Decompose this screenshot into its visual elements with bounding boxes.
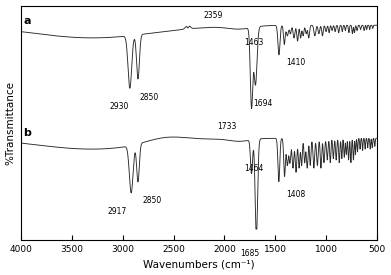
Text: b: b	[23, 128, 31, 138]
Text: 1463: 1463	[244, 37, 264, 46]
Text: 1733: 1733	[217, 122, 236, 131]
Text: 2850: 2850	[140, 93, 159, 102]
Text: 1410: 1410	[286, 58, 305, 67]
Text: 1408: 1408	[286, 190, 305, 199]
Text: 2930: 2930	[109, 102, 128, 111]
Y-axis label: %Transmittance: %Transmittance	[5, 81, 16, 165]
Text: 2359: 2359	[203, 10, 222, 20]
Text: 2917: 2917	[108, 207, 127, 216]
Text: 2850: 2850	[142, 196, 161, 205]
X-axis label: Wavenumbers (cm⁻¹): Wavenumbers (cm⁻¹)	[143, 259, 255, 270]
Text: 1464: 1464	[244, 164, 264, 173]
Text: 1685: 1685	[240, 249, 259, 257]
Text: a: a	[23, 16, 30, 26]
Text: 1694: 1694	[253, 99, 272, 108]
